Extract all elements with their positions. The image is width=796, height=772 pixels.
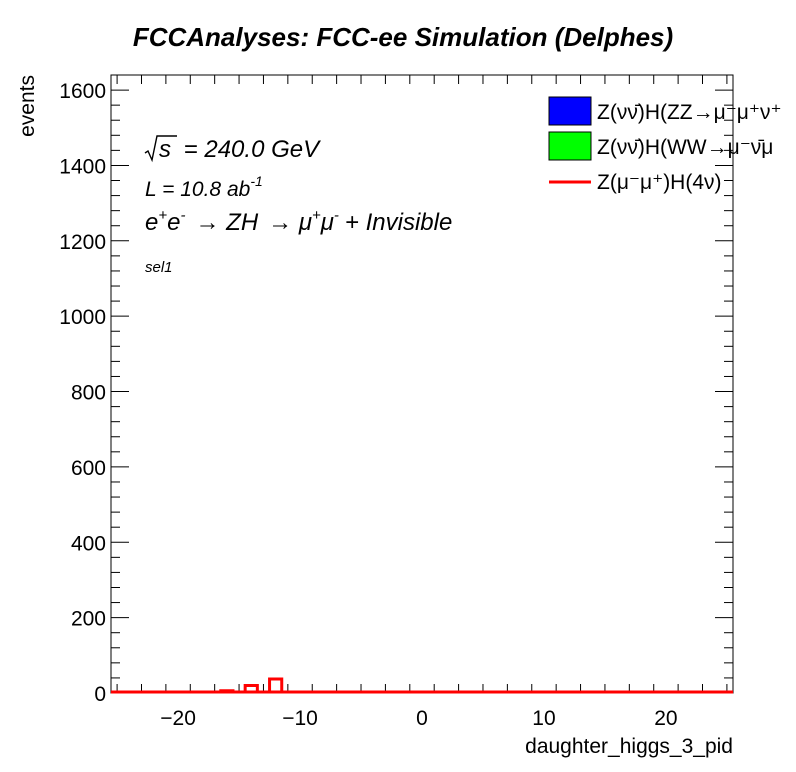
y-tick-label: 200 [71, 608, 106, 631]
y-tick-label: 600 [71, 457, 106, 480]
annotation-luminosity: L = 10.8 ab-1 [145, 173, 263, 201]
y-tick-label: 0 [94, 683, 106, 706]
x-axis-label: daughter_higgs_3_pid [525, 735, 733, 758]
histogram-bin [219, 689, 235, 693]
histogram-bin [243, 683, 259, 692]
legend-label-zz: Z(νν̄)H(ZZ→μ⁻μ⁺ν⁺ [597, 101, 782, 124]
x-tick-label: 0 [416, 707, 428, 730]
sqrt-symbol [144, 135, 177, 163]
y-tick-label: 1200 [59, 231, 106, 254]
y-tick-label: 1600 [59, 80, 106, 103]
y-tick-label: 1400 [59, 155, 106, 178]
sqrt-s-symbol: s [159, 136, 171, 163]
annotation-process: e+e- → ZH → μ+μ- + Invisible [145, 207, 452, 236]
x-tick-label: 10 [532, 707, 555, 730]
svg-text:s = 240.0 GeV: s = 240.0 GeV [159, 136, 321, 163]
x-tick-label: 20 [654, 707, 677, 730]
y-tick-label: 400 [71, 532, 106, 555]
legend-swatch-zz [548, 96, 592, 126]
plot-frame [110, 74, 734, 694]
annotation-energy: s = 240.0 GeV [144, 135, 321, 163]
y-axis-label: events [16, 75, 39, 137]
x-tick-labels: −20 −10 0 10 20 [160, 707, 677, 730]
y-tick-label: 1000 [59, 306, 106, 329]
legend: Z(νν̄)H(ZZ→μ⁻μ⁺ν⁺ Z(νν̄)H(WW→μ⁻ν̄μ Z(μ⁻μ… [548, 96, 782, 194]
y-tick-labels: 0 200 400 600 800 1000 1200 1400 1600 [59, 80, 106, 706]
y-tick-label: 800 [71, 382, 106, 405]
legend-swatch-ww [548, 131, 592, 161]
chart-title: FCCAnalyses: FCC-ee Simulation (Delphes) [133, 22, 673, 52]
luminosity-exponent: -1 [250, 173, 262, 189]
axis-ticks [111, 74, 733, 694]
legend-label-ww: Z(νν̄)H(WW→μ⁻ν̄μ [597, 136, 773, 159]
histogram-series [111, 677, 733, 694]
process-tail: + Invisible [345, 209, 452, 236]
luminosity-value: L = 10.8 ab [145, 178, 251, 201]
x-tick-label: −20 [160, 707, 196, 730]
legend-label-4nu: Z(μ⁻μ⁺)H(4ν) [597, 171, 722, 194]
annotation-selection: sel1 [145, 259, 173, 276]
histogram-bin [268, 677, 284, 692]
x-tick-label: −10 [282, 707, 318, 730]
energy-value: = 240.0 GeV [184, 136, 321, 163]
